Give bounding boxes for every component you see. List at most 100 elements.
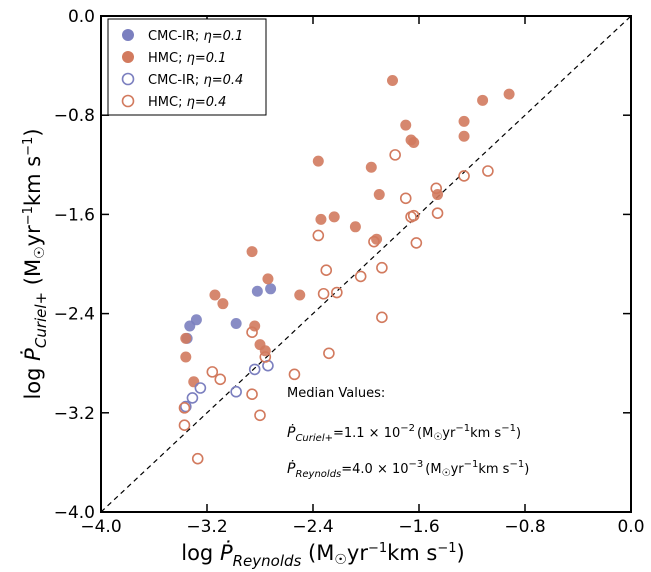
- legend-marker: [121, 72, 135, 86]
- data-point: [190, 314, 202, 326]
- legend-entry-hmc-eta-0.1: HMC; η=0.1: [122, 51, 226, 66]
- legend-label: HMC;: [148, 51, 187, 66]
- data-point: [387, 74, 398, 86]
- reference-line-layer: [100, 15, 632, 513]
- data-point: [368, 235, 380, 248]
- data-point: [178, 419, 191, 432]
- legend-label-eta: η=0.1: [203, 29, 243, 44]
- data-point: [331, 286, 343, 299]
- legend-entry-cmc-ir-eta-0.4: CMC-IR; η=0.4: [121, 72, 243, 88]
- y-tick-label: −4.0: [54, 503, 95, 523]
- data-point: [482, 165, 494, 177]
- median-reynolds: ṖReynolds=4.0 × 10−3 (M☉yr−1km s−1): [287, 459, 529, 480]
- svg-text:CMC-IR; η=0.1: CMC-IR; η=0.1: [148, 29, 243, 44]
- data-point: [209, 289, 221, 301]
- series-0: [181, 283, 277, 344]
- data-point: [315, 213, 327, 225]
- data-point: [376, 261, 388, 274]
- data-point: [246, 388, 258, 401]
- legend-label-eta: η=0.1: [187, 51, 227, 66]
- data-point: [503, 88, 515, 100]
- x-tick-label: 0.0: [617, 517, 644, 537]
- data-point: [458, 170, 470, 182]
- data-point: [180, 332, 192, 344]
- data-point: [188, 376, 200, 388]
- data-point: [248, 363, 261, 376]
- data-point: [431, 207, 444, 219]
- y-tick-label: 0.0: [68, 7, 95, 27]
- y-tick-label: −0.8: [54, 106, 95, 126]
- data-point: [458, 115, 470, 127]
- legend-entry-hmc-eta-0.4: HMC; η=0.4: [121, 94, 226, 110]
- data-point: [194, 382, 207, 394]
- data-point: [317, 287, 330, 300]
- data-point: [399, 192, 412, 205]
- data-point: [180, 400, 192, 413]
- data-point: [246, 246, 258, 258]
- data-point: [407, 209, 420, 222]
- data-point: [265, 283, 277, 295]
- data-point: [217, 298, 229, 310]
- x-tick-label: −1.6: [398, 517, 439, 537]
- median-values-annotation: Median Values: ṖCuriel+=1.1 × 10−2 (M☉yr−…: [287, 386, 529, 480]
- data-point: [259, 351, 272, 363]
- legend-label: CMC-IR;: [148, 73, 203, 88]
- legend-label: CMC-IR;: [148, 29, 203, 44]
- data-point: [400, 119, 412, 131]
- y-tick-label: −3.2: [54, 404, 95, 424]
- legend-marker: [122, 51, 134, 63]
- data-point: [230, 385, 242, 398]
- data-point: [458, 130, 470, 142]
- data-point: [262, 273, 274, 285]
- data-point: [373, 189, 385, 201]
- y-axis-title: log ṖCuriel+ (M☉yr−1km s−1): [20, 128, 50, 399]
- x-axis-title: log ṖReynolds (M☉yr−1km s−1): [181, 540, 465, 570]
- legend-label: HMC;: [148, 95, 187, 110]
- x-tick-label: −2.4: [292, 517, 333, 537]
- median-curiel: ṖCuriel+=1.1 × 10−2 (M☉yr−1km s−1): [287, 423, 521, 444]
- x-tick-label: −4.0: [80, 517, 121, 537]
- data-point: [254, 409, 266, 422]
- median-header: Median Values:: [287, 386, 385, 401]
- data-point: [180, 351, 192, 363]
- data-point: [328, 211, 340, 223]
- data-point: [178, 402, 191, 414]
- legend-marker: [122, 29, 134, 41]
- data-point: [249, 320, 261, 332]
- data-point: [246, 326, 258, 339]
- data-point: [477, 94, 489, 106]
- data-point: [312, 229, 325, 242]
- data-point: [230, 318, 242, 330]
- svg-text:HMC; η=0.4: HMC; η=0.4: [148, 95, 226, 110]
- y-tick-label: −2.4: [54, 305, 95, 325]
- data-point: [186, 392, 199, 404]
- data-point: [410, 237, 423, 249]
- data-point: [354, 270, 367, 283]
- series-3: [178, 149, 494, 465]
- legend: CMC-IR; η=0.1 HMC; η=0.1 CMC-IR; η=0.4 H…: [107, 18, 267, 116]
- reference-line-y-equals-x: [100, 15, 632, 513]
- legend-label-eta: η=0.4: [187, 95, 227, 110]
- series-2: [180, 359, 274, 413]
- data-point: [349, 221, 361, 233]
- svg-text:CMC-IR; η=0.4: CMC-IR; η=0.4: [148, 73, 243, 88]
- data-point: [312, 155, 324, 167]
- legend-marker: [121, 94, 135, 108]
- x-tick-label: −3.2: [186, 517, 227, 537]
- data-point: [323, 347, 335, 360]
- data-point: [376, 311, 388, 324]
- data-point: [206, 366, 219, 378]
- legend-box: [107, 18, 267, 116]
- data-point: [251, 285, 263, 297]
- legend-label-eta: η=0.4: [203, 73, 243, 88]
- data-point: [389, 149, 401, 161]
- data-point: [320, 264, 333, 277]
- data-point: [191, 452, 204, 465]
- plot-frame: [100, 15, 632, 513]
- axis-ticks: −4.0 −3.2 −2.4 −1.6 −0.8 0.0 −4.0 −3.2 −2.4 −1.6 −…: [54, 7, 645, 537]
- data-point: [214, 373, 227, 386]
- data-point: [430, 182, 443, 195]
- data-point: [294, 289, 306, 301]
- svg-text:HMC; η=0.1: HMC; η=0.1: [148, 51, 226, 66]
